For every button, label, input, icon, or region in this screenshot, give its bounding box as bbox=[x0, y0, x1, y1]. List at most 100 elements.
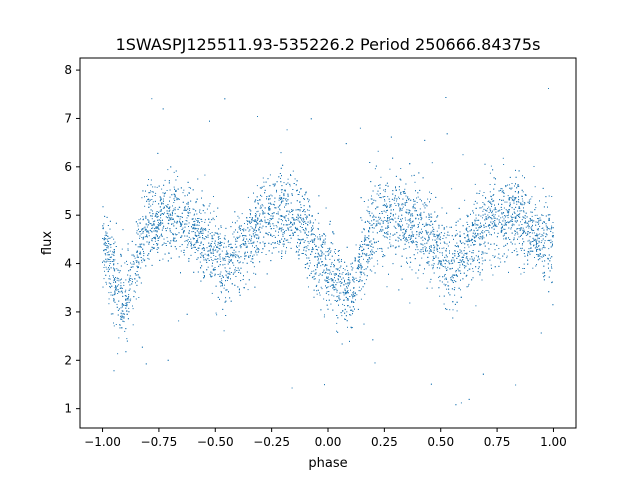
scatter-point bbox=[475, 236, 477, 238]
scatter-point bbox=[335, 253, 336, 254]
scatter-point bbox=[157, 247, 159, 248]
scatter-point bbox=[345, 291, 347, 293]
scatter-point bbox=[352, 295, 354, 297]
scatter-point bbox=[404, 205, 406, 206]
scatter-point bbox=[397, 223, 399, 225]
scatter-point bbox=[213, 196, 214, 197]
scatter-point bbox=[208, 205, 210, 207]
scatter-point bbox=[283, 195, 285, 197]
scatter-point bbox=[445, 237, 447, 239]
scatter-point bbox=[186, 203, 188, 205]
scatter-point bbox=[104, 253, 106, 255]
scatter-point bbox=[405, 229, 406, 231]
scatter-point bbox=[460, 261, 462, 263]
scatter-point bbox=[550, 239, 552, 241]
scatter-point bbox=[551, 241, 553, 243]
scatter-point bbox=[346, 311, 348, 313]
scatter-point bbox=[132, 305, 133, 307]
scatter-point bbox=[486, 235, 487, 237]
scatter-point bbox=[455, 271, 457, 273]
scatter-point bbox=[202, 247, 204, 249]
scatter-point bbox=[290, 229, 292, 231]
scatter-point bbox=[522, 191, 524, 193]
scatter-point bbox=[519, 210, 521, 212]
scatter-point bbox=[415, 237, 417, 239]
scatter-point bbox=[440, 262, 442, 264]
scatter-point bbox=[528, 199, 530, 201]
scatter-point bbox=[475, 305, 477, 307]
scatter-point bbox=[146, 236, 148, 238]
scatter-point bbox=[521, 210, 523, 212]
scatter-point bbox=[489, 172, 491, 174]
scatter-point bbox=[519, 207, 521, 209]
scatter-point bbox=[113, 254, 115, 256]
scatter-point bbox=[330, 303, 332, 305]
scatter-point bbox=[448, 285, 450, 287]
scatter-point bbox=[109, 278, 111, 280]
scatter-point bbox=[525, 222, 527, 224]
scatter-point bbox=[524, 255, 526, 257]
scatter-point bbox=[151, 249, 153, 251]
scatter-point bbox=[552, 222, 554, 223]
scatter-point bbox=[444, 275, 445, 277]
scatter-point bbox=[297, 235, 299, 237]
scatter-point bbox=[305, 217, 307, 218]
scatter-point bbox=[507, 184, 508, 186]
scatter-point bbox=[482, 217, 483, 219]
scatter-point bbox=[145, 223, 147, 225]
scatter-point bbox=[326, 291, 328, 293]
scatter-point bbox=[257, 210, 259, 212]
scatter-point bbox=[324, 243, 326, 245]
scatter-point bbox=[287, 241, 289, 243]
scatter-point bbox=[109, 259, 111, 260]
scatter-point bbox=[309, 260, 311, 261]
scatter-point bbox=[276, 226, 278, 228]
scatter-point bbox=[394, 217, 396, 219]
scatter-point bbox=[176, 215, 178, 217]
scatter-point bbox=[479, 238, 481, 240]
scatter-point bbox=[535, 245, 537, 247]
scatter-point bbox=[465, 228, 467, 230]
scatter-point bbox=[113, 370, 115, 372]
scatter-point bbox=[528, 225, 530, 227]
scatter-point bbox=[429, 191, 430, 193]
scatter-point bbox=[211, 240, 213, 242]
scatter-point bbox=[184, 240, 186, 242]
scatter-point bbox=[318, 246, 320, 248]
scatter-point bbox=[123, 284, 125, 286]
scatter-point bbox=[390, 233, 391, 235]
scatter-point bbox=[520, 202, 522, 204]
scatter-point bbox=[131, 240, 133, 242]
scatter-point bbox=[501, 224, 503, 226]
scatter-point bbox=[203, 228, 204, 230]
scatter-point bbox=[283, 190, 285, 192]
scatter-point bbox=[157, 251, 159, 253]
scatter-point bbox=[510, 228, 512, 230]
scatter-point bbox=[214, 275, 216, 277]
scatter-point bbox=[397, 236, 399, 238]
scatter-point bbox=[132, 324, 134, 326]
scatter-point bbox=[220, 243, 221, 244]
scatter-point bbox=[300, 217, 302, 219]
scatter-point bbox=[271, 195, 273, 197]
scatter-point bbox=[234, 256, 236, 258]
scatter-point bbox=[466, 252, 468, 254]
scatter-point bbox=[465, 253, 467, 255]
scatter-point bbox=[150, 230, 152, 232]
scatter-point bbox=[476, 202, 478, 204]
scatter-point bbox=[387, 226, 389, 228]
scatter-point bbox=[225, 297, 226, 299]
scatter-point bbox=[163, 213, 164, 215]
scatter-point bbox=[332, 279, 334, 280]
scatter-point bbox=[208, 255, 210, 257]
scatter-point bbox=[395, 228, 397, 229]
scatter-point bbox=[234, 243, 236, 245]
scatter-point bbox=[373, 216, 375, 218]
scatter-point bbox=[367, 199, 369, 201]
scatter-point bbox=[170, 231, 172, 233]
scatter-point bbox=[168, 180, 170, 182]
scatter-point bbox=[409, 199, 411, 201]
scatter-point bbox=[491, 198, 493, 200]
scatter-point bbox=[431, 287, 433, 289]
scatter-point bbox=[117, 263, 119, 265]
